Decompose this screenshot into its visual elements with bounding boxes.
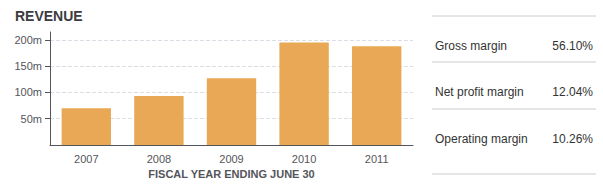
svg-text:REVENUE: REVENUE xyxy=(15,8,83,24)
svg-text:200m: 200m xyxy=(14,34,42,46)
svg-text:2007: 2007 xyxy=(74,153,98,165)
svg-text:Operating margin: Operating margin xyxy=(435,132,528,146)
svg-text:56.10%: 56.10% xyxy=(552,39,593,53)
svg-text:10.26%: 10.26% xyxy=(552,132,593,146)
svg-text:150m: 150m xyxy=(14,60,42,72)
svg-text:12.04%: 12.04% xyxy=(552,85,593,99)
svg-text:2010: 2010 xyxy=(292,153,316,165)
svg-text:50m: 50m xyxy=(21,113,42,125)
svg-text:2011: 2011 xyxy=(365,153,389,165)
svg-text:100m: 100m xyxy=(14,86,42,98)
svg-text:2008: 2008 xyxy=(147,153,171,165)
svg-text:2009: 2009 xyxy=(219,153,243,165)
svg-text:FISCAL YEAR ENDING JUNE 30: FISCAL YEAR ENDING JUNE 30 xyxy=(148,168,314,180)
svg-text:Gross margin: Gross margin xyxy=(435,39,507,53)
svg-text:Net profit margin: Net profit margin xyxy=(435,85,524,99)
